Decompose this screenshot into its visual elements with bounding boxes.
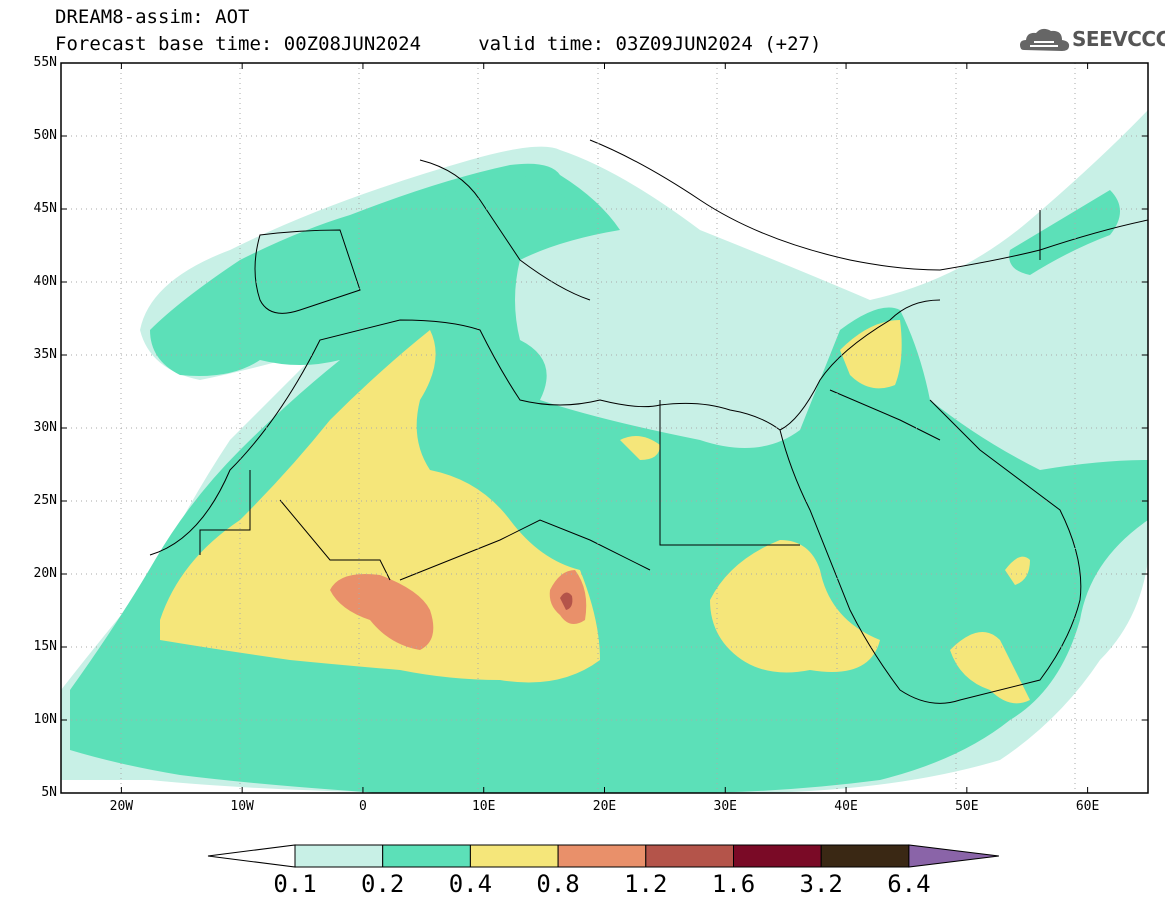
colorbar-min-arrow xyxy=(207,844,296,868)
lon-tick-label: 50E xyxy=(955,799,979,814)
lat-tick-label: 35N xyxy=(33,347,57,362)
lon-tick-label: 20W xyxy=(109,799,134,814)
colorbar-box xyxy=(557,844,647,868)
aot-level-0-4 xyxy=(160,330,600,683)
colorbar-label: 1.6 xyxy=(711,870,756,898)
logo-text: SEEVCCC xyxy=(1072,27,1165,51)
lat-tick-label: 45N xyxy=(33,201,57,216)
lat-tick-label: 20N xyxy=(33,566,57,581)
lon-tick-label: 10E xyxy=(471,799,496,814)
lon-tick-label: 40E xyxy=(834,799,858,814)
lon-tick-label: 10W xyxy=(230,799,254,814)
aot-level-1-2 xyxy=(560,592,573,610)
lon-tick-label: 20E xyxy=(592,799,617,814)
colorbar-box xyxy=(820,844,910,868)
lat-tick-label: 55N xyxy=(33,55,57,70)
chart-title: DREAM8-assim: AOT xyxy=(55,6,250,28)
lat-tick-label: 25N xyxy=(33,493,57,508)
colorbar-box xyxy=(645,844,734,868)
lon-tick-label: 0 xyxy=(359,799,367,814)
chart-subtitle: Forecast base time: 00Z08JUN2024 valid t… xyxy=(55,33,822,55)
map-grid xyxy=(61,63,1148,793)
colorbar-label: 0.4 xyxy=(448,870,493,898)
colorbar-box xyxy=(294,844,384,868)
colorbar-box xyxy=(469,844,559,868)
lat-tick-label: 5N xyxy=(41,785,57,800)
colorbar-label: 6.4 xyxy=(887,870,931,898)
colorbar-box xyxy=(382,844,471,868)
colorbar-label: 0.2 xyxy=(361,870,405,898)
lat-tick-label: 15N xyxy=(33,639,57,654)
colorbar-max-arrow xyxy=(908,844,999,868)
lat-tick-label: 50N xyxy=(33,128,57,143)
aot-level-0-8 xyxy=(330,574,434,650)
lat-tick-label: 40N xyxy=(33,274,57,289)
lat-tick-label: 10N xyxy=(33,712,57,727)
cloud-icon xyxy=(1020,28,1070,51)
colorbar-label: 1.2 xyxy=(624,870,668,898)
lat-tick-label: 30N xyxy=(33,420,57,435)
colorbar-label: 0.1 xyxy=(273,870,317,898)
colorbar-label: 3.2 xyxy=(799,870,843,898)
colorbar-box xyxy=(733,844,822,868)
colorbar-label: 0.8 xyxy=(536,870,580,898)
lon-tick-label: 60E xyxy=(1075,799,1100,814)
lon-tick-label: 30E xyxy=(713,799,737,814)
